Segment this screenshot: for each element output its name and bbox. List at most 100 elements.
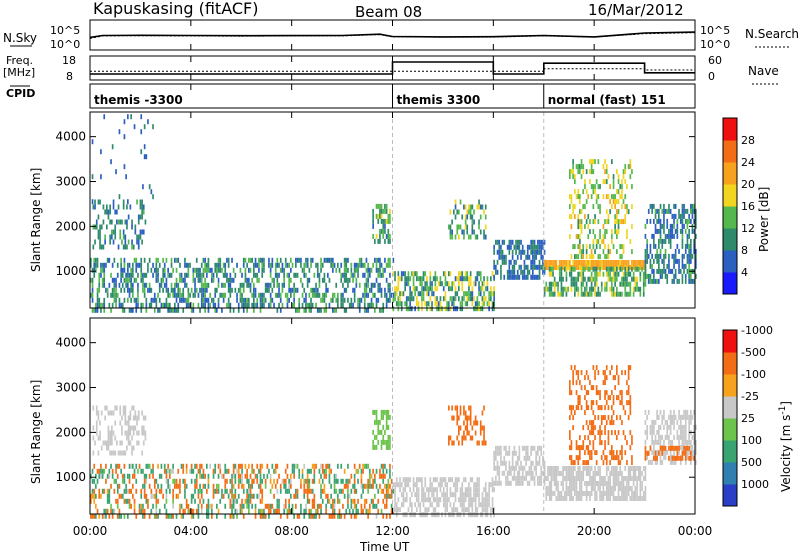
velocity-cell (399, 507, 401, 513)
power-cell (226, 272, 228, 278)
power-cell (521, 249, 524, 255)
power-cell (353, 292, 356, 298)
power-cell (197, 292, 200, 298)
power-cell (631, 266, 633, 272)
velocity-cell (604, 445, 606, 451)
power-cell (572, 244, 574, 250)
velocity-cell (619, 471, 622, 476)
velocity-cell (380, 444, 383, 450)
velocity-cell (629, 445, 632, 451)
power-cell (614, 271, 616, 277)
power-cell (632, 271, 635, 277)
velocity-cell (111, 513, 114, 519)
velocity-cell (216, 483, 218, 489)
velocity-cell (318, 468, 321, 474)
power-cell (572, 169, 574, 175)
power-cell (654, 243, 657, 249)
power-cell (163, 282, 166, 288)
power-cell (616, 271, 618, 277)
velocity-cell (385, 468, 388, 474)
power-cell (142, 302, 144, 308)
power-cell (177, 292, 180, 298)
velocity-cell (679, 414, 682, 420)
velocity-cell (266, 503, 269, 509)
velocity-cell (422, 492, 425, 498)
velocity-cell (348, 508, 351, 514)
power-cell (416, 276, 418, 282)
velocity-cell (594, 471, 596, 476)
velocity-cell (600, 491, 603, 496)
velocity-cell (142, 468, 144, 474)
velocity-cell (577, 471, 580, 476)
velocity-cell (538, 445, 541, 451)
velocity-cell (98, 493, 101, 499)
velocity-cell (115, 468, 117, 474)
power-cell (140, 149, 143, 155)
velocity-cell (369, 508, 371, 514)
power-cell (627, 260, 630, 265)
power-cell (111, 234, 113, 240)
power-cell (140, 262, 143, 268)
velocity-cell (555, 496, 558, 501)
power-cell (649, 218, 652, 224)
power-cell (118, 282, 121, 288)
velocity-cell (548, 496, 551, 501)
velocity-cell (589, 430, 591, 436)
velocity-cell (490, 482, 492, 488)
power-cell (96, 297, 99, 303)
power-cell (421, 306, 423, 312)
colorbar-tick-label: -25 (741, 390, 759, 403)
velocity-cell (526, 450, 529, 456)
power-cell (639, 291, 642, 297)
velocity-cell (353, 503, 356, 509)
power-cell (316, 292, 319, 298)
power-cell (669, 228, 672, 234)
power-cell (227, 277, 230, 283)
power-cell (170, 257, 173, 263)
velocity-cell (109, 435, 111, 441)
power-cell (152, 272, 154, 278)
power-cell (575, 194, 578, 200)
power-cell (683, 268, 685, 274)
power-cell (644, 233, 647, 239)
velocity-cell (448, 497, 450, 503)
velocity-cell (93, 478, 96, 484)
power-cell (404, 301, 406, 307)
velocity-cell (389, 444, 391, 450)
power-cell (286, 262, 289, 268)
velocity-cell (634, 486, 637, 491)
power-cell (446, 306, 448, 312)
velocity-cell (636, 496, 638, 501)
power-cell (451, 234, 453, 240)
velocity-cell (130, 503, 132, 509)
power-cell (653, 258, 655, 264)
velocity-cell (333, 473, 336, 479)
power-cell (421, 296, 423, 302)
velocity-cell (577, 445, 580, 451)
power-cell (397, 296, 400, 302)
velocity-cell (160, 473, 163, 479)
power-cell (101, 262, 104, 268)
power-cell (133, 277, 136, 283)
power-cell (574, 174, 576, 180)
power-cell (165, 302, 168, 308)
velocity-cell (594, 466, 596, 471)
velocity-cell (617, 496, 620, 501)
power-cell (281, 262, 284, 268)
velocity-cell (585, 460, 588, 466)
power-cell (95, 267, 97, 273)
power-cell (656, 278, 658, 284)
power-cell (617, 189, 620, 195)
power-cell (100, 307, 102, 313)
power-cell (259, 297, 262, 303)
velocity-cell (414, 492, 416, 498)
power-cell (562, 291, 564, 297)
velocity-cell (557, 496, 559, 501)
power-cell (293, 282, 295, 288)
velocity-cell (448, 477, 450, 483)
velocity-cell (629, 405, 632, 411)
velocity-cell (624, 486, 627, 491)
velocity-cell (118, 493, 121, 499)
power-cell (611, 159, 613, 165)
power-cell (303, 267, 306, 273)
